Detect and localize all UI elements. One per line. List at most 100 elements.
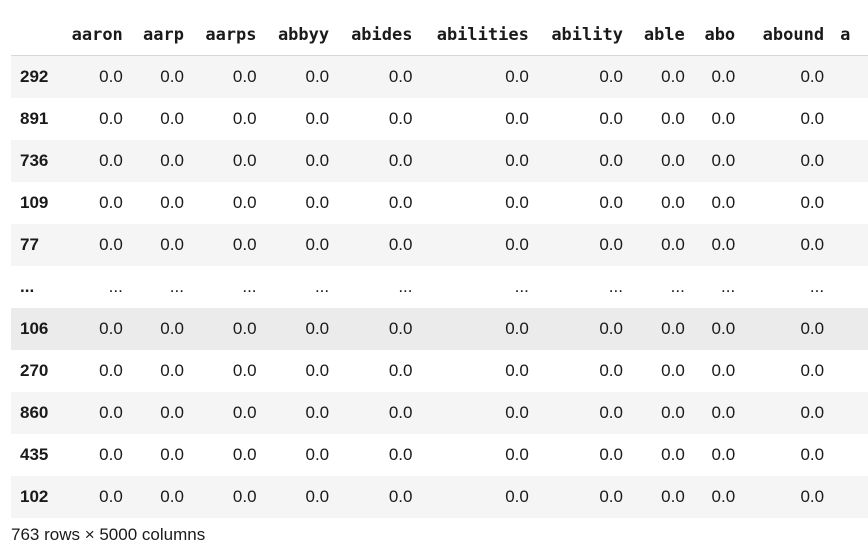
table-cell: 0.0: [99, 108, 123, 128]
table-cell: [832, 434, 868, 476]
table-cell: ...: [398, 276, 413, 296]
column-header: aarps: [191, 14, 265, 56]
table-cell: 0.0: [800, 234, 825, 254]
column-header: abilities: [420, 14, 537, 56]
table-cell: 0.0: [160, 486, 184, 506]
table-cell: 0.0: [160, 402, 184, 422]
column-header: able: [630, 14, 693, 56]
table-cell: 0.0: [99, 486, 123, 506]
table-cell: 0.0: [661, 150, 685, 170]
table-cell: 0.0: [388, 66, 413, 86]
row-index: 435: [20, 444, 49, 464]
table-cell: 0.0: [232, 150, 257, 170]
row-index: 736: [20, 150, 49, 170]
table-cell: 0.0: [599, 192, 623, 212]
table-cell: 0.0: [305, 444, 330, 464]
table-cell: 0.0: [711, 486, 736, 506]
table-cell: 0.0: [800, 318, 825, 338]
table-cell: 0.0: [505, 66, 529, 86]
table-cell: 0.0: [505, 108, 529, 128]
table-cell: 0.0: [232, 360, 257, 380]
table-cell: 0.0: [800, 108, 825, 128]
table-cell: 0.0: [711, 234, 736, 254]
table-cell: 0.0: [599, 486, 623, 506]
table-cell: [832, 350, 868, 392]
table-cell: 0.0: [388, 444, 413, 464]
table-cell: [832, 224, 868, 266]
column-header: aaron: [59, 14, 131, 56]
index-header: [11, 14, 60, 56]
table-cell: 0.0: [305, 360, 330, 380]
table-cell: 0.0: [711, 444, 736, 464]
table-cell: 0.0: [505, 192, 529, 212]
table-cell: 0.0: [388, 402, 413, 422]
table-cell: 0.0: [99, 192, 123, 212]
table-row: 106 0.0 0.0 0.0 0.0 0.0 0.0 0.0 0.0 0.0 0.0: [11, 307, 868, 350]
column-header: aarp: [130, 14, 192, 56]
table-cell: 0.0: [599, 318, 623, 338]
row-index: 860: [20, 402, 49, 422]
table-row: 270 0.0 0.0 0.0 0.0 0.0 0.0 0.0 0.0 0.0 0.0: [11, 349, 868, 392]
table-cell: [832, 392, 868, 434]
table-cell: [832, 140, 868, 182]
row-index: ...: [20, 276, 35, 296]
table-cell: [832, 56, 868, 98]
table-cell: 0.0: [232, 444, 257, 464]
table-cell: 0.0: [661, 318, 685, 338]
table-cell: 0.0: [505, 234, 529, 254]
table-cell: 0.0: [711, 318, 736, 338]
table-cell: 0.0: [99, 234, 123, 254]
table-cell: 0.0: [505, 486, 529, 506]
table-cell: 0.0: [661, 66, 685, 86]
table-cell: 0.0: [599, 444, 623, 464]
table-cell: 0.0: [800, 444, 825, 464]
table-cell: 0.0: [99, 318, 123, 338]
column-header: abound: [743, 14, 833, 56]
table-cell: 0.0: [661, 486, 685, 506]
column-header: ability: [536, 14, 631, 56]
table-cell: [832, 308, 868, 350]
table-cell: 0.0: [160, 444, 184, 464]
table-cell: 0.0: [711, 108, 736, 128]
table-cell: 0.0: [160, 108, 184, 128]
table-cell: [832, 98, 868, 140]
table-cell: 0.0: [160, 192, 184, 212]
table-cell: 0.0: [388, 234, 413, 254]
table-cell: 0.0: [711, 192, 736, 212]
table-cell: 0.0: [661, 234, 685, 254]
table-cell: 0.0: [661, 108, 685, 128]
table-cell: 0.0: [232, 402, 257, 422]
table-cell: 0.0: [232, 318, 257, 338]
table-cell: 0.0: [232, 66, 257, 86]
table-cell: 0.0: [505, 360, 529, 380]
table-cell: 0.0: [388, 318, 413, 338]
column-header: a: [832, 14, 868, 56]
table-cell: 0.0: [232, 234, 257, 254]
table-cell: 0.0: [232, 108, 257, 128]
dataframe-table: aaron aarp aarps abbyy abides abilities abilit…: [11, 14, 868, 518]
table-cell: 0.0: [661, 192, 685, 212]
table-cell: 0.0: [388, 150, 413, 170]
table-cell: 0.0: [388, 108, 413, 128]
table-cell: 0.0: [160, 360, 184, 380]
table-cell: 0.0: [99, 150, 123, 170]
table-cell: 0.0: [599, 402, 623, 422]
table-cell: 0.0: [160, 150, 184, 170]
table-cell: 0.0: [661, 360, 685, 380]
table-row: 891 0.0 0.0 0.0 0.0 0.0 0.0 0.0 0.0 0.0 0.0: [11, 97, 868, 140]
table-cell: ...: [809, 276, 825, 296]
table-cell: ...: [721, 276, 736, 296]
table-cell: 0.0: [305, 150, 330, 170]
table-cell: 0.0: [305, 66, 330, 86]
table-cell: 0.0: [388, 360, 413, 380]
header-row: aaron aarp aarps abbyy abides abilities abilit…: [11, 14, 868, 56]
column-header: abbyy: [264, 14, 338, 56]
table-cell: 0.0: [160, 66, 184, 86]
table-cell: 0.0: [711, 150, 736, 170]
table-cell: ...: [608, 276, 623, 296]
table-cell: ...: [242, 276, 257, 296]
table-row: 860 0.0 0.0 0.0 0.0 0.0 0.0 0.0 0.0 0.0 0.0: [11, 391, 868, 434]
row-index: 102: [20, 486, 49, 506]
table-cell: 0.0: [711, 66, 736, 86]
